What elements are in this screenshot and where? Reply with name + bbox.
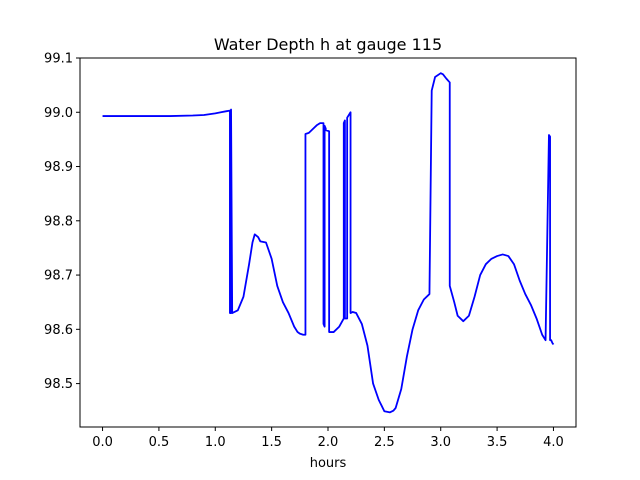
y-axis: 98.5 98.6 98.7 98.8 98.9 99.0 99.1 xyxy=(44,52,80,392)
x-tick-label: 1.0 xyxy=(205,435,226,450)
y-tick-label: 98.5 xyxy=(44,377,73,392)
x-tick-label: 3.0 xyxy=(430,435,451,450)
y-tick-label: 99.1 xyxy=(44,52,73,67)
x-tick-label: 0.5 xyxy=(149,435,170,450)
x-axis-label: hours xyxy=(310,456,347,471)
y-tick-label: 98.7 xyxy=(44,269,73,284)
x-tick-label: 1.5 xyxy=(261,435,282,450)
y-tick-label: 98.9 xyxy=(44,160,73,175)
x-tick-label: 2.5 xyxy=(374,435,395,450)
x-tick-label: 4.0 xyxy=(543,435,564,450)
x-tick-label: 2.0 xyxy=(318,435,339,450)
y-tick-label: 99.0 xyxy=(44,106,73,121)
x-axis: 0.0 0.5 1.0 1.5 2.0 2.5 3.0 3.5 4.0 xyxy=(92,427,564,450)
chart-title: Water Depth h at gauge 115 xyxy=(214,35,442,54)
x-tick-label: 0.0 xyxy=(92,435,113,450)
y-tick-label: 98.6 xyxy=(44,323,73,338)
y-tick-label: 98.8 xyxy=(44,214,73,229)
x-tick-label: 3.5 xyxy=(487,435,508,450)
series-line xyxy=(102,72,555,414)
